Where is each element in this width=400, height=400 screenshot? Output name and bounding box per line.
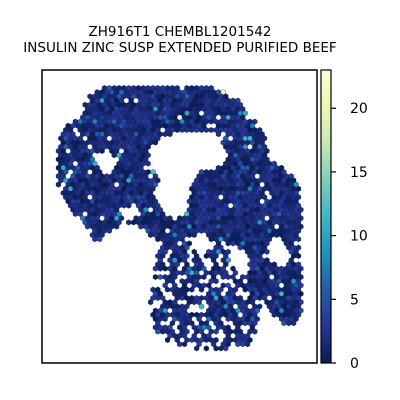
hexbin-cell bbox=[295, 236, 302, 243]
colorbar-tick-label: 15 bbox=[350, 165, 368, 181]
hexbin-cell bbox=[92, 236, 98, 243]
hexbin-cell bbox=[177, 341, 183, 348]
hexbin-cell bbox=[203, 127, 209, 133]
hexbin-cell bbox=[281, 320, 287, 327]
hexbin-cell bbox=[160, 328, 166, 335]
hexbin-cell bbox=[164, 286, 171, 293]
hexbin-cell bbox=[218, 345, 224, 352]
hexbin-cell bbox=[203, 253, 209, 259]
hexbin-cell bbox=[237, 244, 243, 251]
hexbin-cell bbox=[225, 316, 231, 322]
colorbar-tick-label: 0 bbox=[350, 356, 359, 372]
hexbin-cell bbox=[157, 274, 163, 280]
hexbin-cell bbox=[155, 328, 161, 335]
hexbin-cell bbox=[198, 286, 205, 293]
hexbin-cell bbox=[131, 219, 137, 226]
hexbin-cell bbox=[225, 240, 231, 247]
hexbin-cell bbox=[126, 202, 132, 209]
hexbin-cell bbox=[147, 299, 154, 306]
hexbin-cell bbox=[121, 202, 127, 209]
hexbin-cell bbox=[181, 341, 188, 348]
hexbin-cell bbox=[264, 248, 270, 255]
hexbin-cell bbox=[164, 337, 171, 343]
hexbin-cell bbox=[191, 299, 197, 306]
hexbin-cell bbox=[97, 236, 103, 243]
hexbin-cell bbox=[252, 328, 258, 335]
hexbin-cell bbox=[179, 269, 185, 276]
hexbin-cell bbox=[94, 148, 100, 154]
hexbin-cell bbox=[198, 127, 205, 133]
hexbin-cell bbox=[189, 127, 195, 133]
hexbin-cell bbox=[215, 131, 222, 138]
hexbin-layer bbox=[55, 85, 304, 352]
hexbin-cell bbox=[138, 223, 144, 230]
hexbin-cell bbox=[203, 337, 209, 343]
hexbin-cell bbox=[291, 320, 297, 327]
hexbin-cell bbox=[162, 265, 168, 272]
hexbin-cell bbox=[271, 311, 277, 318]
hexbin-cell bbox=[213, 328, 219, 335]
hexbin-cell bbox=[242, 320, 248, 327]
hexbin-cell bbox=[189, 337, 195, 343]
hexbin-cell bbox=[295, 253, 302, 259]
colorbar-tick-label: 10 bbox=[350, 229, 368, 245]
hexbin-cell bbox=[194, 127, 200, 133]
hexbin-cell bbox=[179, 127, 185, 133]
hexbin-cell bbox=[198, 227, 205, 234]
hexbin-cell bbox=[223, 345, 229, 352]
colorbar-tick-label: 20 bbox=[350, 101, 368, 117]
hexbin-cell bbox=[198, 303, 205, 310]
hexbin-cell bbox=[286, 320, 292, 327]
hexbin-cell bbox=[213, 278, 219, 285]
hexbin-cell bbox=[213, 345, 219, 352]
hexbin-cell bbox=[84, 223, 91, 230]
hexbin-cell bbox=[55, 181, 61, 188]
hexbin-cell bbox=[152, 274, 158, 280]
hexbin-cell bbox=[145, 160, 151, 167]
hexbin-cell bbox=[157, 265, 163, 272]
hexbin-cell bbox=[106, 227, 112, 234]
colorbar-ticks: 0 5 10 15 20 bbox=[331, 101, 368, 372]
hexbin-cell bbox=[225, 274, 231, 280]
colorbar bbox=[320, 69, 332, 364]
hexbin-cell bbox=[208, 236, 214, 243]
hexbin-cell bbox=[235, 341, 241, 348]
hexbin-cell bbox=[220, 274, 226, 280]
hexbin-cell bbox=[194, 345, 200, 352]
chart-title-line1: ZH916T1 CHEMBL1201542 bbox=[89, 24, 272, 40]
chart-title-line2: INSULIN ZINC SUSP EXTENDED PURIFIED BEEF bbox=[23, 40, 336, 56]
hexbin-cell bbox=[203, 345, 209, 352]
hexbin-cell bbox=[147, 232, 154, 238]
hexbin-cell bbox=[99, 148, 105, 154]
hexbin-cell bbox=[274, 232, 280, 238]
hexbin-cell bbox=[174, 127, 180, 133]
hexbin-cell bbox=[230, 240, 236, 247]
hexbin-cell bbox=[152, 139, 158, 146]
hexbin-cell bbox=[155, 295, 161, 301]
hexbin-cell bbox=[240, 341, 246, 348]
hexbin-cell bbox=[162, 316, 168, 322]
hexbin-cell bbox=[201, 274, 207, 280]
hexbin-cell bbox=[155, 236, 161, 243]
hexbin-cell bbox=[208, 127, 214, 133]
hexbin-cell bbox=[242, 286, 248, 293]
hexbin-cell bbox=[167, 131, 173, 138]
hexbin-cell bbox=[257, 295, 263, 301]
hexbin-cell bbox=[162, 131, 168, 138]
hexbin-cell bbox=[191, 232, 197, 238]
hexbin-cell bbox=[152, 265, 158, 272]
hexbin-cell bbox=[126, 219, 132, 226]
hexbin-cell bbox=[184, 127, 190, 133]
hexbin-cell bbox=[179, 295, 185, 301]
hexbin-cell bbox=[244, 341, 251, 348]
colorbar-tick-label: 5 bbox=[350, 292, 359, 308]
hexbin-cell bbox=[114, 223, 120, 230]
hexbin-cell bbox=[208, 118, 214, 125]
hexbin-cell bbox=[72, 211, 78, 217]
plot-area-frame bbox=[41, 69, 318, 364]
hexbin-cell bbox=[186, 232, 192, 238]
hexbin-cell bbox=[189, 286, 195, 293]
hexbin-cell bbox=[111, 152, 117, 159]
